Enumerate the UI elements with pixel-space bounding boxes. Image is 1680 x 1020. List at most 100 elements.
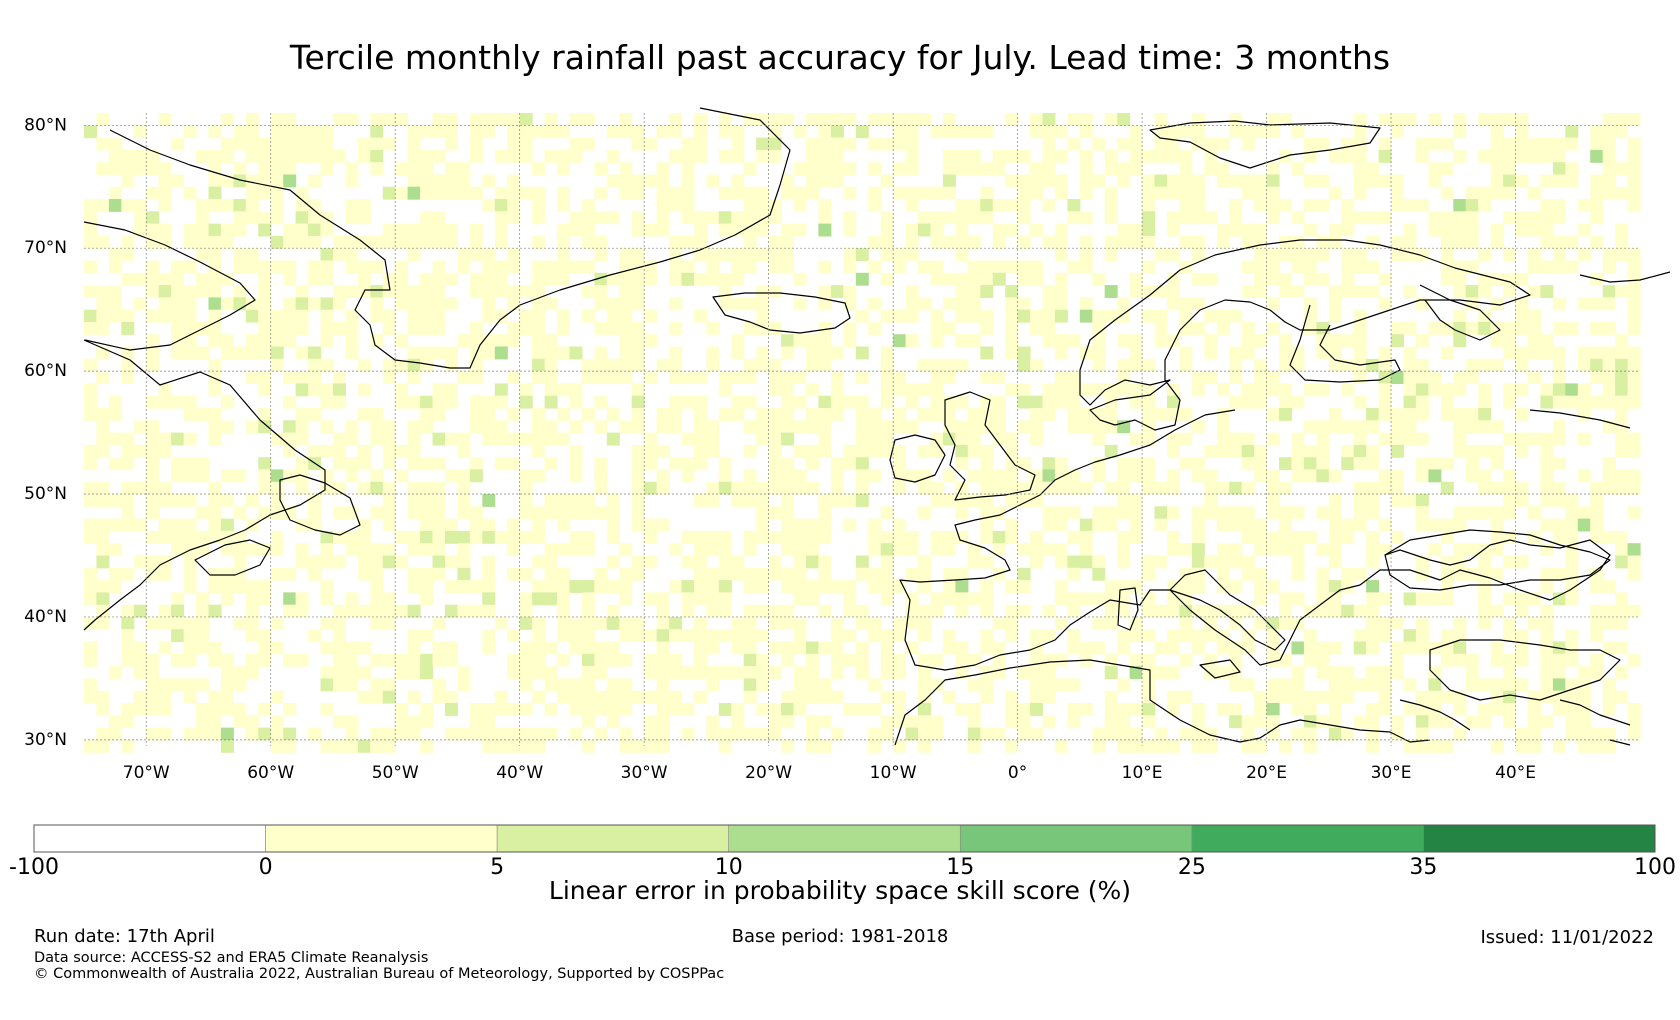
skill-cell [731,334,745,348]
skill-cell [1341,457,1355,471]
skill-cell [1540,629,1554,643]
skill-cell [781,223,795,237]
skill-cell [1079,592,1093,606]
skill-cell [1179,653,1193,667]
skill-cell [270,199,284,212]
skill-cell [631,457,645,471]
skill-cell [1328,703,1342,716]
skill-cell [1353,309,1367,323]
skill-cell [781,420,795,434]
skill-cell [108,432,122,446]
skill-cell [1229,309,1243,323]
skill-cell [768,703,782,716]
skill-cell [706,444,720,458]
skill-cell [407,530,421,544]
skill-cell [1415,592,1429,606]
skill-cell [532,629,546,643]
skill-cell [1515,297,1529,311]
skill-cell [357,457,371,471]
skill-cell [1142,469,1156,483]
skill-cell [1129,666,1143,679]
skill-cell [918,567,931,581]
skill-cell [1142,739,1156,753]
skill-cell [457,506,471,520]
skill-cell [1328,518,1342,532]
colorbar-tick-label: 0 [259,855,273,880]
skill-cell [718,703,732,716]
skill-cell [718,113,732,126]
skill-cell [1117,727,1131,741]
skill-cell [1191,469,1205,483]
skill-cell [918,297,931,311]
skill-cell [918,666,931,679]
skill-cell [171,272,185,286]
skill-cell [955,567,969,581]
skill-cell [469,272,483,286]
skill-cell [1005,334,1019,348]
skill-cell [84,235,97,249]
skill-cell [855,481,869,495]
skill-cell [1615,641,1629,655]
skill-cell [1453,211,1467,225]
skill-cell [1179,322,1193,335]
skill-cell [1503,715,1517,729]
skill-cell [432,567,446,581]
skill-cell [1366,506,1380,520]
skill-cell [1154,309,1168,323]
skill-cell [806,408,819,421]
skill-cell [1279,690,1292,704]
skill-cell [980,592,994,606]
skill-cell [1490,604,1504,618]
skill-cell [781,371,795,384]
skill-cell [793,223,807,237]
skill-cell [631,555,645,569]
skill-cell [581,371,595,384]
skill-cell [731,186,745,200]
skill-cell [1117,309,1131,323]
lat-tick-label: 40°N [24,607,67,627]
skill-cell [669,113,683,126]
skill-cell [594,457,608,471]
skill-cell [1490,481,1504,495]
skill-cell [694,592,707,606]
skill-cell [942,125,956,139]
skill-cell [1503,690,1517,704]
skill-cell [694,137,707,151]
skill-cell [519,727,533,741]
skill-cell [880,272,894,286]
skill-cell [158,113,172,126]
skill-cell [1515,272,1529,286]
skill-cell [1254,690,1268,704]
skill-cell [245,186,259,200]
skill-cell [308,199,322,212]
skill-cell [1540,604,1554,618]
skill-cell [1104,420,1118,434]
skill-cell [619,629,633,643]
skill-cell [1204,272,1218,286]
colorbar-bin [496,824,730,853]
skill-cell [1042,518,1056,532]
skill-cell [793,272,807,286]
skill-cell [918,211,931,225]
skill-cell [420,149,434,163]
skill-cell [1590,567,1604,581]
skill-cell [507,629,521,643]
skill-cell [942,211,956,225]
skill-cell [1478,444,1492,458]
skill-cell [507,248,521,262]
skill-cell [718,629,732,643]
skill-cell [395,272,409,286]
skill-cell [905,297,919,311]
skill-cell [308,358,322,372]
skill-cell [1540,580,1554,593]
skill-cell [1515,481,1529,495]
skill-cell [905,162,919,176]
skill-cell [1353,567,1367,581]
skill-cell [208,408,222,421]
skill-cell [208,604,222,618]
skill-cell [980,309,994,323]
skill-cell [569,469,583,483]
skill-cell [482,703,496,716]
skill-cell [557,309,570,323]
skill-cell [942,580,956,593]
